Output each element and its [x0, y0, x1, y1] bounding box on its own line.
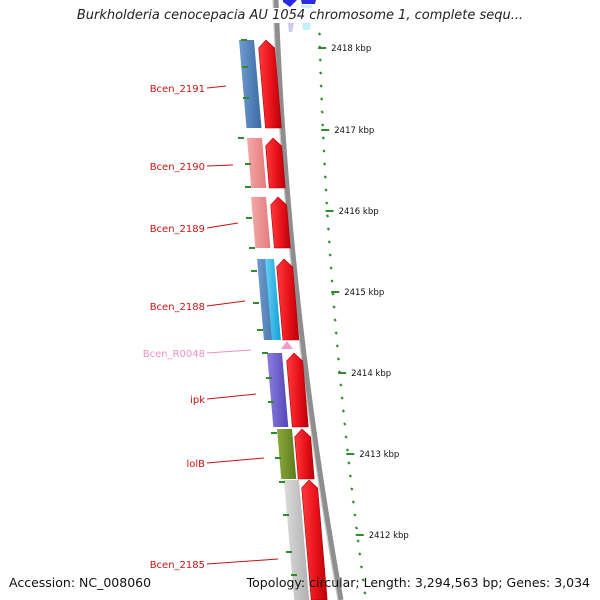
gene-label[interactable]: Bcen_R0048: [143, 349, 205, 360]
topology-label: Topology: circular; Length: 3,294,563 bp…: [246, 575, 590, 590]
scale-tick-label: 2418 kbp: [331, 44, 371, 54]
scale-dot: [323, 175, 327, 179]
gene-label[interactable]: ipk: [190, 395, 205, 406]
scale-dot: [353, 513, 357, 517]
gene-label-leader: [206, 393, 257, 400]
scale-dot: [335, 344, 339, 348]
scale-dot: [333, 318, 337, 322]
gene-label[interactable]: Bcen_2185: [150, 560, 205, 571]
scale-dot: [319, 71, 323, 75]
accession-label: Accession: NC_008060: [9, 575, 152, 590]
scale-dot: [321, 123, 325, 127]
gene-annotation-block[interactable]: [247, 138, 267, 188]
gene-label[interactable]: lolB: [186, 459, 205, 470]
scale-dot: [322, 149, 326, 153]
scale-dot: [331, 292, 335, 296]
genes-layer[interactable]: [238, 39, 328, 600]
scale-dot: [328, 253, 332, 257]
scale-tick-label: 2414 kbp: [351, 369, 391, 379]
gene-label[interactable]: Bcen_2189: [150, 224, 205, 235]
gene-feature[interactable]: [239, 39, 282, 129]
gene-label-leader: [206, 164, 234, 167]
scale-dot: [339, 383, 343, 387]
gene-feature[interactable]: [247, 137, 286, 189]
scale-dot: [354, 526, 359, 530]
scale-dot: [318, 58, 322, 62]
scale-dot: [358, 552, 362, 556]
scale-dot: [320, 97, 324, 101]
scale-dot: [326, 227, 331, 231]
scale-dot: [320, 110, 324, 114]
scale-dot: [344, 435, 348, 439]
scale-tick-label: 2415 kbp: [344, 288, 384, 298]
scale-dot: [325, 201, 329, 205]
gene-annotation-block[interactable]: [284, 480, 310, 600]
scale-dot: [361, 578, 365, 582]
scale-track: 2418 kbp 2417 kbp 2416 kbp 2415 kbp 2414 kbp…: [317, 19, 409, 595]
gene-annotation-block[interactable]: [239, 40, 262, 128]
gene-feature[interactable]: [267, 352, 309, 428]
scale-dot: [350, 487, 354, 491]
scale-dot: [356, 539, 360, 543]
scale-dot: [329, 266, 333, 270]
gene-annotation-block-secondary[interactable]: [265, 259, 281, 340]
cds-arrow[interactable]: [286, 352, 309, 428]
rna-feature-arrow[interactable]: [281, 341, 293, 349]
scale-dot: [347, 461, 351, 465]
scale-dot: [324, 188, 328, 192]
map-title: Burkholderia cenocepacia AU 1054 chromos…: [0, 8, 600, 23]
scale-dot: [332, 305, 336, 309]
scale-dot: [321, 136, 325, 140]
scale-dot: [336, 357, 341, 361]
gene-label-leader: [206, 85, 227, 89]
scale-dot: [330, 279, 334, 283]
scale-dot: [334, 331, 338, 335]
scale-dot: [359, 565, 364, 569]
gene-label-leader: [206, 300, 246, 307]
gene-label-leader: [206, 558, 279, 565]
scale-dot: [317, 32, 322, 36]
scale-dot: [348, 474, 352, 478]
gene-annotation-block[interactable]: [267, 353, 289, 427]
scale-dot: [341, 409, 346, 413]
cds-arrow[interactable]: [270, 196, 291, 249]
scale-dot: [327, 240, 331, 244]
cds-arrow[interactable]: [301, 479, 328, 600]
scale-tick-label: 2412 kbp: [369, 531, 409, 541]
scale-dot: [325, 214, 330, 218]
gene-label-leader: [206, 222, 239, 229]
gene-feature[interactable]: [251, 196, 291, 249]
cds-arrow[interactable]: [294, 428, 315, 480]
gene-feature[interactable]: [284, 479, 328, 600]
gene-label[interactable]: Bcen_2188: [150, 302, 205, 313]
gene-annotation-block[interactable]: [277, 429, 297, 479]
scale-tick-label: 2413 kbp: [359, 450, 399, 460]
scale-dot: [340, 396, 344, 400]
gene-labels: Bcen_2191 Bcen_2190 Bcen_2189 Bcen_2188 Bcen…: [143, 84, 279, 571]
scale-dot: [351, 500, 355, 504]
gene-label-leader: [206, 349, 252, 354]
gene-feature[interactable]: [281, 341, 293, 349]
scale-dot: [345, 448, 350, 452]
scale-dot: [363, 591, 367, 595]
gene-feature[interactable]: [257, 258, 300, 341]
cds-arrow[interactable]: [276, 258, 300, 341]
scale-tick-label: 2416 kbp: [339, 207, 379, 217]
scale-dot: [322, 162, 327, 166]
scale-dot: [343, 422, 347, 426]
cds-arrow[interactable]: [258, 39, 282, 129]
gene-label[interactable]: Bcen_2190: [150, 162, 205, 173]
gene-annotation-block[interactable]: [251, 197, 271, 248]
cds-arrow[interactable]: [265, 137, 286, 189]
gene-label[interactable]: Bcen_2191: [150, 84, 205, 95]
gene-feature[interactable]: [277, 428, 315, 480]
scale-dot: [319, 84, 323, 88]
scale-tick-label: 2417 kbp: [334, 126, 374, 136]
gene-label-leader: [206, 457, 265, 464]
